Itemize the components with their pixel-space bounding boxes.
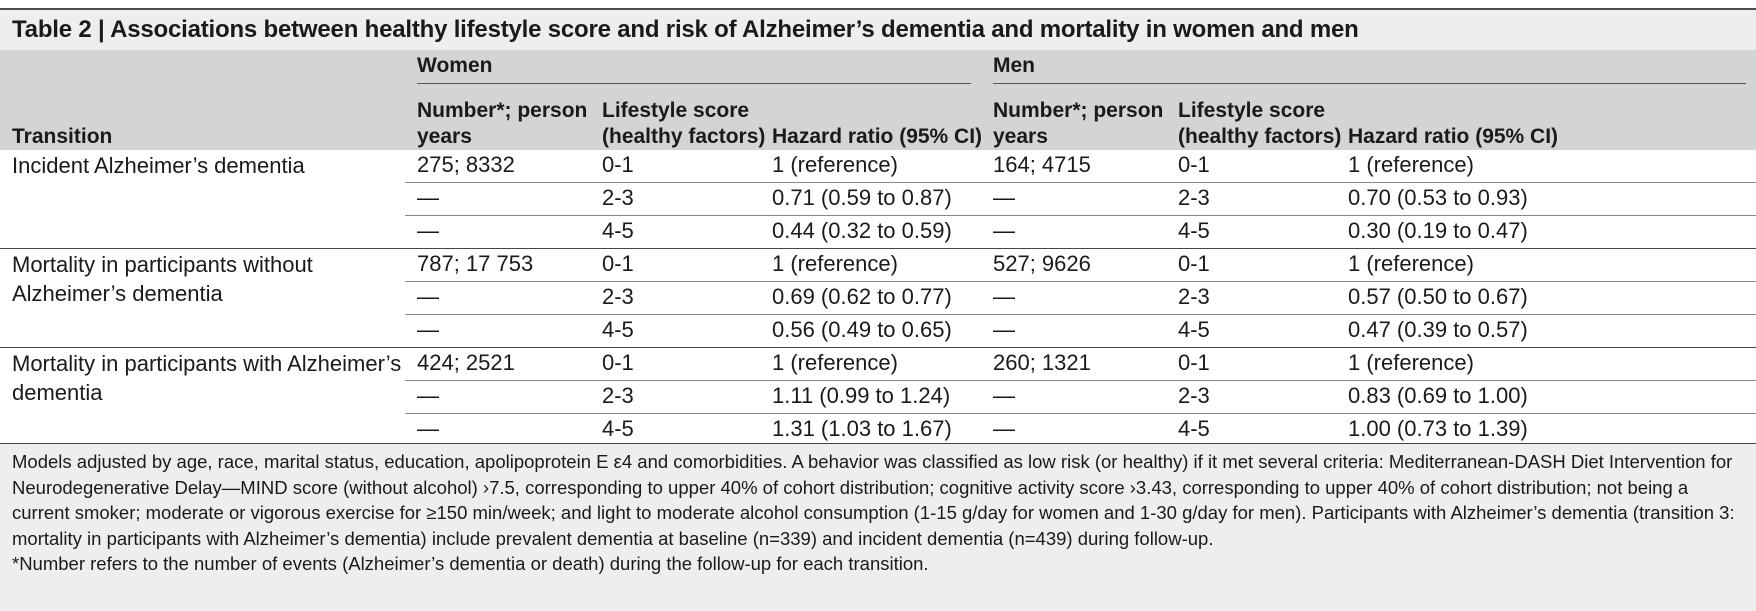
women-score-cell: 4-5 <box>590 413 760 446</box>
table-title-bar: Table 2 | Associations between healthy l… <box>0 10 1756 50</box>
table-row: — 2-3 0.71 (0.59 to 0.87) — 2-3 0.70 (0.… <box>0 182 1756 216</box>
women-number-cell: — <box>405 413 590 446</box>
men-number-cell: 260; 1321 <box>981 347 1166 381</box>
table-row: — 2-3 1.11 (0.99 to 1.24) — 2-3 0.83 (0.… <box>0 380 1756 414</box>
table-row: — 2-3 0.69 (0.62 to 0.77) — 2-3 0.57 (0.… <box>0 281 1756 315</box>
men-hr-cell: 1 (reference) <box>1336 248 1756 282</box>
men-score-cell: 0-1 <box>1166 248 1336 282</box>
col-header-men-number: Number*; person years <box>981 84 1166 150</box>
col-header-women-hr: Hazard ratio (95% CI) <box>760 84 982 150</box>
men-score-cell: 2-3 <box>1166 380 1336 414</box>
col-header-men-score: Lifestyle score (healthy factors) <box>1166 84 1341 150</box>
women-hr-cell: 0.71 (0.59 to 0.87) <box>760 182 981 216</box>
men-hr-cell: 0.30 (0.19 to 0.47) <box>1336 215 1756 249</box>
bottom-rule <box>0 443 1756 444</box>
men-score-cell: 4-5 <box>1166 215 1336 249</box>
women-hr-cell: 0.56 (0.49 to 0.65) <box>760 314 981 348</box>
men-hr-cell: 0.47 (0.39 to 0.57) <box>1336 314 1756 348</box>
men-hr-cell: 0.70 (0.53 to 0.93) <box>1336 182 1756 216</box>
col-header-women-number: Number*; person years <box>405 84 590 150</box>
women-score-cell: 4-5 <box>590 215 760 249</box>
women-hr-cell: 0.44 (0.32 to 0.59) <box>760 215 981 249</box>
table-footnotes: Models adjusted by age, race, marital st… <box>0 444 1756 611</box>
transition-label: Incident Alzheimer’s dementia <box>12 153 305 178</box>
women-hr-cell: 1 (reference) <box>760 347 981 381</box>
col-header-women-score: Lifestyle score (healthy factors) <box>590 84 765 150</box>
men-number-cell: — <box>981 314 1166 348</box>
results-table: Women Men Transition Number*; person year… <box>0 50 1756 446</box>
men-number-cell: — <box>981 182 1166 216</box>
group-header-spacer <box>0 50 405 84</box>
men-score-cell: 0-1 <box>1166 347 1336 381</box>
men-score-cell: 2-3 <box>1166 281 1336 315</box>
group-header-row: Women Men <box>0 50 1756 84</box>
men-score-cell: 0-1 <box>1178 152 1210 177</box>
men-hr-cell: 1 (reference) <box>1348 152 1474 177</box>
group-header-women: Women <box>405 50 981 84</box>
women-number-cell: — <box>405 182 590 216</box>
men-number-cell: — <box>981 380 1166 414</box>
table-row: Incident Alzheimer’s dementia 275; 8332 … <box>0 150 1756 183</box>
table-row: Mortality in participants with Alzheimer… <box>0 347 1756 446</box>
women-number-cell: 275; 8332 <box>417 152 515 177</box>
men-hr-cell: 0.83 (0.69 to 1.00) <box>1336 380 1756 414</box>
women-score-cell: 2-3 <box>590 182 760 216</box>
men-score-cell: 2-3 <box>1166 182 1336 216</box>
men-hr-cell: 1.00 (0.73 to 1.39) <box>1336 413 1756 446</box>
women-score-cell: 2-3 <box>590 281 760 315</box>
women-hr-cell: 1.11 (0.99 to 1.24) <box>760 380 981 414</box>
women-number-cell: — <box>405 215 590 249</box>
transition-label: Mortality in participants with Alzheimer… <box>0 347 405 446</box>
women-score-cell: 0-1 <box>590 248 760 282</box>
table-row: — 4-5 1.31 (1.03 to 1.67) — 4-5 1.00 (0.… <box>0 413 1756 446</box>
men-hr-cell: 1 (reference) <box>1336 347 1756 381</box>
col-header-men-hr: Hazard ratio (95% CI) <box>1336 84 1756 150</box>
women-number-cell: 787; 17 753 <box>405 248 590 282</box>
women-score-cell: 2-3 <box>590 380 760 414</box>
men-number-cell: — <box>981 215 1166 249</box>
group-header-men: Men <box>981 50 1756 84</box>
women-hr-cell: 1 (reference) <box>760 248 981 282</box>
women-score-cell: 4-5 <box>590 314 760 348</box>
top-rule <box>0 8 1756 10</box>
men-number-cell: 164; 4715 <box>993 152 1091 177</box>
women-hr-cell: 1 (reference) <box>772 152 898 177</box>
footnote-models: Models adjusted by age, race, marital st… <box>12 451 1735 549</box>
men-number-cell: 527; 9626 <box>981 248 1166 282</box>
men-score-cell: 4-5 <box>1166 413 1336 446</box>
men-number-cell: — <box>981 281 1166 315</box>
footnote-number-definition: *Number refers to the number of events (… <box>12 553 929 574</box>
women-score-cell: 0-1 <box>602 152 634 177</box>
table-row: Mortality in participants without Alzhei… <box>0 248 1756 348</box>
women-number-cell: — <box>405 314 590 348</box>
table-row: — 4-5 0.56 (0.49 to 0.65) — 4-5 0.47 (0.… <box>0 314 1756 348</box>
women-hr-cell: 0.69 (0.62 to 0.77) <box>760 281 981 315</box>
men-hr-cell: 0.57 (0.50 to 0.67) <box>1336 281 1756 315</box>
table-title: Table 2 | Associations between healthy l… <box>12 16 1359 43</box>
women-score-cell: 0-1 <box>590 347 760 381</box>
table-row: — 4-5 0.44 (0.32 to 0.59) — 4-5 0.30 (0.… <box>0 215 1756 249</box>
women-number-cell: — <box>405 281 590 315</box>
women-hr-cell: 1.31 (1.03 to 1.67) <box>760 413 981 446</box>
transition-label: Mortality in participants without Alzhei… <box>0 248 405 348</box>
men-score-cell: 4-5 <box>1166 314 1336 348</box>
women-number-cell: — <box>405 380 590 414</box>
men-number-cell: — <box>981 413 1166 446</box>
col-header-transition: Transition <box>0 84 405 150</box>
women-number-cell: 424; 2521 <box>405 347 590 381</box>
column-header-row: Transition Number*; person years Lifestyl… <box>0 84 1756 150</box>
